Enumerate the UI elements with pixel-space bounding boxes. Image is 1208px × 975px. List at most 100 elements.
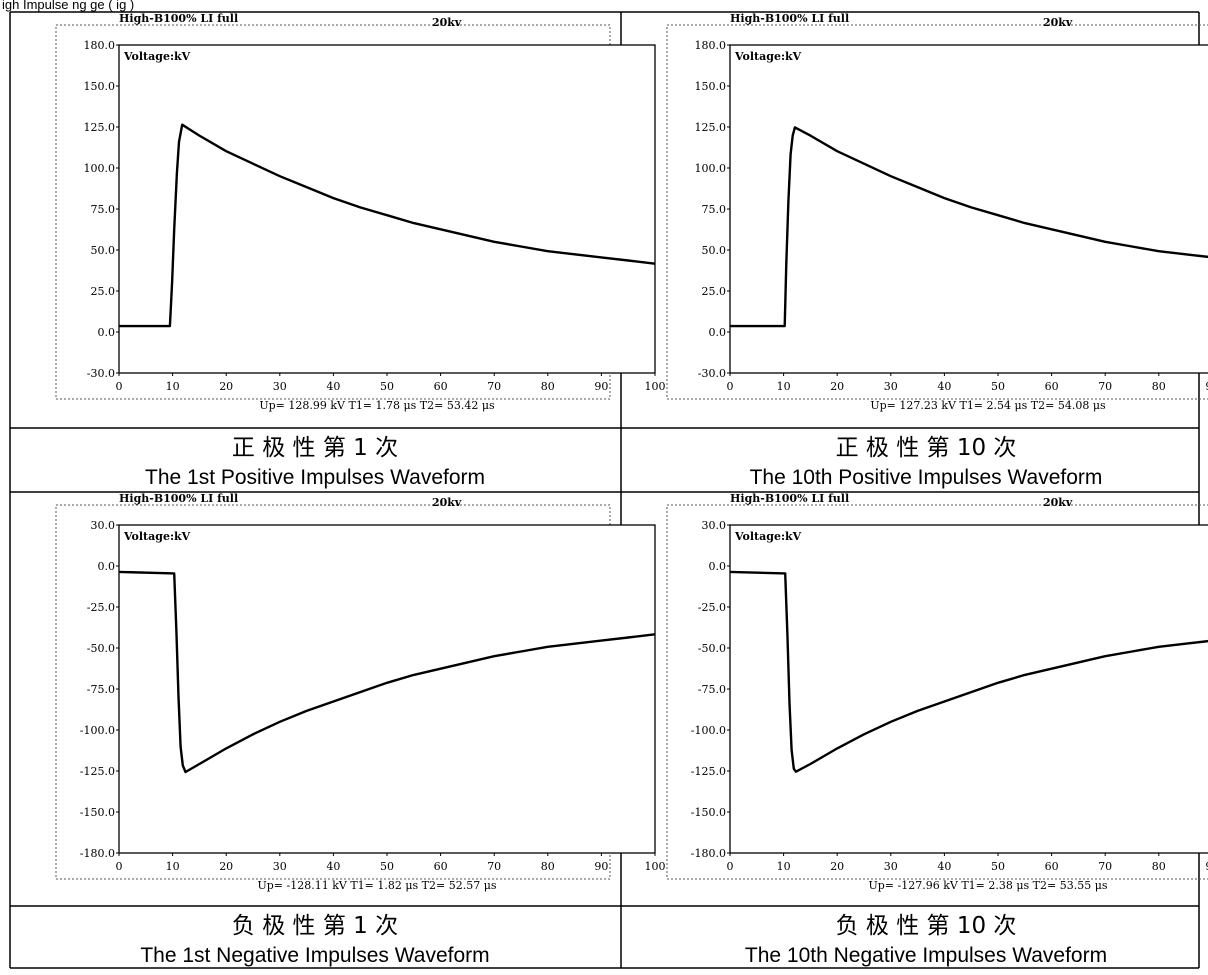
- y-axis-label: Voltage:kV: [123, 50, 191, 63]
- plot-area: [118, 44, 656, 374]
- y-tick-label: -180.0: [691, 847, 726, 860]
- caption-english: The 1st Positive Impulses Waveform: [145, 466, 485, 489]
- x-tick-label: 10: [166, 380, 180, 393]
- waveform-line: [729, 570, 1208, 773]
- y-tick-label: -150.0: [80, 806, 115, 819]
- x-tick-label: 30: [273, 380, 287, 393]
- y-tick-label: 180.0: [84, 39, 116, 52]
- caption-chinese: 正 极 性 第 1 次: [232, 435, 398, 461]
- x-tick-label: 30: [884, 860, 898, 873]
- y-tick-label: 180.0: [695, 39, 727, 52]
- y-tick-label: -150.0: [691, 806, 726, 819]
- x-tick-label: 10: [777, 380, 791, 393]
- x-tick-label: 40: [326, 860, 340, 873]
- y-tick-label: -25.0: [698, 601, 726, 614]
- x-tick-label: 0: [116, 380, 123, 393]
- y-tick-label: -100.0: [80, 724, 115, 737]
- waveform-line: [730, 126, 1208, 328]
- y-tick-label: 100.0: [695, 162, 727, 175]
- x-tick-label: 90: [1205, 380, 1208, 393]
- y-axis-label: Voltage:kV: [734, 530, 802, 543]
- y-tick-label: -180.0: [80, 847, 115, 860]
- caption-english: The 10th Negative Impulses Waveform: [745, 944, 1107, 967]
- y-tick-label: -30.0: [698, 367, 726, 380]
- impulse-parameters: Up= 127.23 kV T1= 2.54 μs T2= 54.08 μs: [870, 399, 1106, 412]
- y-tick-label: -50.0: [698, 642, 726, 655]
- x-tick-label: 80: [1152, 860, 1166, 873]
- waveform-panel: High-B100% LI full 20kv Voltage:kV 180.0 150…: [55, 12, 666, 412]
- caption-chinese: 负 极 性 第 10 次: [836, 913, 1017, 939]
- x-tick-label: 70: [1098, 860, 1112, 873]
- panel-dotted-frame: [666, 24, 1208, 400]
- y-tick-label: 0.0: [98, 326, 116, 339]
- y-tick-label: 0.0: [709, 560, 727, 573]
- y-tick-label: 100.0: [84, 162, 116, 175]
- y-tick-label: 25.0: [91, 285, 116, 298]
- impulse-parameters: Up= -128.11 kV T1= 1.82 μs T2= 52.57 μs: [258, 879, 497, 892]
- x-tick-label: 70: [487, 380, 501, 393]
- x-tick-label: 10: [777, 860, 791, 873]
- x-tick-label: 60: [1045, 860, 1059, 873]
- x-tick-label: 10: [166, 860, 180, 873]
- waveform-panel: High-B100% LI full 20kv Voltage:kV 30.0 0.0 -…: [666, 492, 1208, 892]
- x-tick-label: 0: [116, 860, 123, 873]
- x-tick-label: 60: [1045, 380, 1059, 393]
- y-tick-label: 75.0: [91, 203, 116, 216]
- y-tick-label: 125.0: [695, 121, 727, 134]
- y-tick-label: -100.0: [691, 724, 726, 737]
- y-axis-label: Voltage:kV: [123, 530, 191, 543]
- panel-header-left: High-B100% LI full: [119, 492, 238, 505]
- y-tick-label: 50.0: [91, 244, 116, 257]
- plot-area: [729, 44, 1208, 374]
- x-tick-label: 20: [219, 380, 233, 393]
- x-tick-label: 0: [727, 860, 734, 873]
- x-tick-label: 80: [541, 860, 555, 873]
- x-tick-label: 80: [541, 380, 555, 393]
- x-tick-label: 20: [830, 860, 844, 873]
- x-tick-label: 70: [1098, 380, 1112, 393]
- y-tick-label: 0.0: [709, 326, 727, 339]
- impulse-parameters: Up= -127.96 kV T1= 2.38 μs T2= 53.55 μs: [869, 879, 1108, 892]
- panel-dotted-frame: [666, 504, 1208, 880]
- x-tick-label: 40: [937, 860, 951, 873]
- x-tick-label: 20: [219, 860, 233, 873]
- panel-header-right: 20kv: [1043, 496, 1073, 509]
- x-tick-label: 60: [434, 380, 448, 393]
- x-tick-label: 60: [434, 860, 448, 873]
- x-tick-label: 100: [645, 380, 666, 393]
- caption-chinese: 负 极 性 第 1 次: [232, 913, 398, 939]
- x-tick-label: 40: [937, 380, 951, 393]
- x-tick-label: 50: [380, 860, 394, 873]
- panel-header-left: High-B100% LI full: [730, 492, 849, 505]
- x-tick-label: 90: [594, 860, 608, 873]
- y-tick-label: 0.0: [98, 560, 116, 573]
- panel-header-right: 20kv: [1043, 16, 1073, 29]
- panel-header-left: High-B100% LI full: [119, 12, 238, 25]
- y-tick-label: -75.0: [698, 683, 726, 696]
- x-tick-label: 40: [326, 380, 340, 393]
- x-tick-label: 90: [1205, 860, 1208, 873]
- panel-header-right: 20kv: [432, 496, 462, 509]
- x-tick-label: 70: [487, 860, 501, 873]
- y-tick-label: 75.0: [702, 203, 727, 216]
- y-tick-label: -75.0: [87, 683, 115, 696]
- x-tick-label: 30: [884, 380, 898, 393]
- waveform-line: [119, 123, 656, 328]
- caption-english: The 10th Positive Impulses Waveform: [750, 466, 1103, 489]
- waveform-panel: High-B100% LI full 20kv Voltage:kV 180.0 150…: [666, 12, 1208, 412]
- x-tick-label: 50: [991, 380, 1005, 393]
- plot-area: [118, 524, 656, 854]
- panel-header-right: 20kv: [432, 16, 462, 29]
- impulse-parameters: Up= 128.99 kV T1= 1.78 μs T2= 53.42 μs: [259, 399, 495, 412]
- y-tick-label: -125.0: [691, 765, 726, 778]
- waveform-line: [118, 570, 656, 774]
- waveform-panel: High-B100% LI full 20kv Voltage:kV 30.0 0.0 -…: [55, 492, 666, 892]
- y-tick-label: -25.0: [87, 601, 115, 614]
- x-tick-label: 0: [727, 380, 734, 393]
- x-tick-label: 80: [1152, 380, 1166, 393]
- caption-chinese: 正 极 性 第 10 次: [836, 435, 1017, 461]
- y-tick-label: 50.0: [702, 244, 727, 257]
- plot-area: [729, 524, 1208, 854]
- panel-header-left: High-B100% LI full: [730, 12, 849, 25]
